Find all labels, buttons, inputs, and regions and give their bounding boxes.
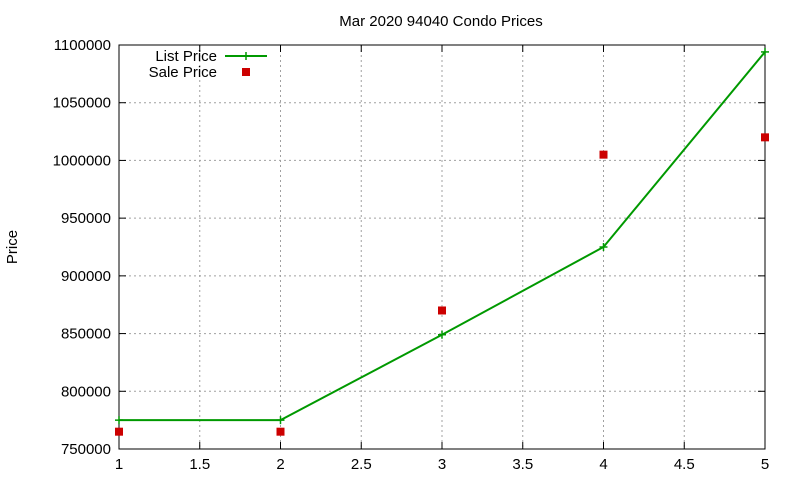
list-price-point <box>115 416 123 425</box>
series-layer <box>115 47 769 436</box>
x-tick-label: 3.5 <box>512 456 533 473</box>
list-price-point <box>761 47 769 56</box>
x-tick-label: 1 <box>115 456 123 473</box>
y-axis-label: Price <box>4 230 21 264</box>
sale-price-point <box>599 150 608 159</box>
sale-price-series <box>115 133 769 436</box>
x-tick-label: 3 <box>438 456 446 473</box>
x-tick-label: 2.5 <box>351 456 372 473</box>
sale-price-point <box>761 133 769 142</box>
y-tick-label: 800000 <box>61 383 111 400</box>
list-price-point <box>599 243 608 251</box>
x-tick-label: 2 <box>276 456 284 473</box>
sale-price-point <box>276 427 285 436</box>
legend-label-list-price: List Price <box>155 48 217 65</box>
legend-label-sale-price: Sale Price <box>149 64 217 81</box>
y-tick-label: 950000 <box>61 210 111 227</box>
legend-marker-sale-price <box>242 68 250 76</box>
chart-title: Mar 2020 94040 Condo Prices <box>339 13 542 30</box>
list-price-point <box>276 416 285 425</box>
y-tick-label: 1000000 <box>53 152 111 169</box>
list-price-point <box>438 330 446 339</box>
sale-price-point <box>115 427 123 436</box>
x-tick-label: 5 <box>761 456 769 473</box>
legend-marker-list-price <box>242 52 250 60</box>
x-tick-label: 4 <box>599 456 607 473</box>
axes: 1 1.5 2 2.5 3 3.5 4 4.5 5 750000 800000 850000 90000… <box>53 37 770 473</box>
sale-price-point <box>438 306 446 315</box>
grid-lines <box>119 45 765 449</box>
x-tick-label: 1.5 <box>189 456 210 473</box>
y-tick-label: 750000 <box>61 441 111 458</box>
y-tick-label: 850000 <box>61 326 111 343</box>
y-tick-label: 1100000 <box>54 37 111 54</box>
y-tick-label: 900000 <box>61 268 111 285</box>
list-price-series <box>115 47 769 425</box>
y-tick-label: 1050000 <box>53 95 111 112</box>
x-tick-label: 4.5 <box>674 456 695 473</box>
